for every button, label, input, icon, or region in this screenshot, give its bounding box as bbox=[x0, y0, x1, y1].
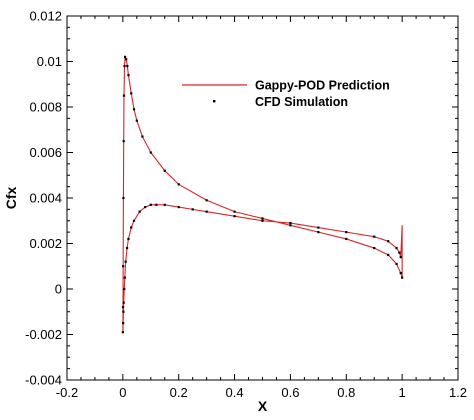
cfd-data-point bbox=[387, 240, 390, 243]
plot-border bbox=[66, 15, 459, 381]
x-tick-label: 0.6 bbox=[281, 385, 299, 400]
cfd-data-point bbox=[130, 92, 133, 95]
cfd-data-point bbox=[123, 64, 126, 68]
cfd-data-point bbox=[122, 140, 125, 143]
cfd-data-point bbox=[395, 262, 398, 266]
cfd-data-point bbox=[127, 237, 130, 241]
cfd-data-point bbox=[163, 169, 166, 172]
cfd-data-point bbox=[132, 219, 136, 222]
cfd-data-point bbox=[401, 276, 404, 279]
y-tick-label: 0.012 bbox=[29, 9, 62, 24]
x-tick-label: 0 bbox=[119, 385, 126, 400]
cfd-data-point bbox=[144, 206, 147, 209]
cfd-data-point bbox=[141, 135, 144, 138]
cfd-data-point bbox=[398, 251, 401, 254]
y-axis-title: Cfx bbox=[3, 187, 19, 210]
cfd-data-point bbox=[122, 94, 126, 97]
cfd-data-point bbox=[123, 55, 127, 59]
cfd-data-point bbox=[122, 301, 125, 304]
legend: Gappy-POD Prediction CFD Simulation bbox=[182, 79, 390, 109]
cfd-data-point bbox=[126, 64, 129, 68]
cfd-data-point bbox=[317, 226, 320, 229]
cfd-data-point bbox=[135, 119, 138, 122]
cfd-data-point bbox=[125, 58, 128, 61]
cfd-data-point bbox=[122, 322, 125, 325]
cfd-data-point bbox=[124, 260, 127, 263]
cfd-data-point bbox=[177, 183, 180, 186]
cfd-data-point bbox=[149, 151, 152, 154]
cfd-data-point bbox=[233, 215, 236, 218]
x-axis-title: X bbox=[258, 398, 268, 414]
cfd-data-point bbox=[395, 246, 398, 250]
cfd-data-point bbox=[177, 206, 180, 209]
y-tick-label: 0.006 bbox=[29, 145, 62, 160]
cfd-data-point bbox=[233, 210, 236, 213]
cfd-data-point bbox=[121, 331, 124, 334]
cfd-data-point bbox=[122, 196, 125, 200]
cfd-data-point bbox=[399, 256, 402, 259]
series-layer bbox=[121, 54, 404, 334]
y-tick-label: 0 bbox=[55, 282, 62, 297]
cfd-data-point bbox=[387, 253, 390, 256]
y-tick-label: 0.004 bbox=[29, 191, 62, 206]
cfd-data-point bbox=[373, 246, 376, 250]
cfd-data-point bbox=[123, 287, 126, 291]
x-axis-ticks: -0.2 0 0.2 0.4 0.6 0.8 1 1.2 bbox=[56, 16, 467, 400]
cfd-data-point bbox=[317, 231, 320, 234]
y-tick-label: 0.008 bbox=[29, 100, 62, 115]
cfd-data-point bbox=[373, 235, 376, 238]
cfd-data-point bbox=[261, 217, 264, 220]
cfd-data-point bbox=[289, 221, 292, 225]
x-tick-label: 1 bbox=[399, 385, 406, 400]
plot-frame bbox=[66, 15, 459, 381]
y-axis-ticks: -0.004 -0.002 0 0.002 0.004 0.006 0.008 0.01 0.0… bbox=[25, 9, 458, 388]
x-tick-label: -0.2 bbox=[56, 385, 78, 400]
cfd-data-point bbox=[122, 265, 125, 268]
cfd-data-point bbox=[138, 210, 141, 213]
cfd-data-point bbox=[261, 219, 264, 222]
legend-label-cfd: CFD Simulation bbox=[255, 95, 348, 109]
y-tick-label: -0.004 bbox=[25, 373, 62, 388]
cfd-data-point bbox=[205, 210, 208, 213]
x-tick-label: 1.2 bbox=[449, 385, 467, 400]
series-line-gappy-pod bbox=[122, 54, 403, 333]
cfd-data-point bbox=[399, 271, 402, 275]
cfd-data-point bbox=[122, 310, 125, 313]
cfd-data-point bbox=[132, 108, 136, 111]
x-tick-label: 0.8 bbox=[337, 385, 355, 400]
cfd-data-point bbox=[205, 199, 208, 202]
cfd-data-point bbox=[345, 237, 348, 241]
cfd-data-point bbox=[155, 203, 158, 206]
cfd-data-point bbox=[125, 246, 129, 250]
y-tick-label: -0.002 bbox=[25, 327, 62, 342]
x-tick-label: 0.2 bbox=[170, 385, 188, 400]
cfd-data-point bbox=[121, 306, 125, 309]
legend-marker-cfd bbox=[213, 100, 216, 103]
x-tick-label: 0.4 bbox=[226, 385, 244, 400]
cfd-data-point bbox=[123, 276, 126, 279]
y-tick-label: 0.01 bbox=[37, 54, 62, 69]
cfd-data-point bbox=[127, 74, 130, 77]
legend-label-gappy-pod: Gappy-POD Prediction bbox=[255, 79, 390, 93]
cfd-data-point bbox=[130, 226, 133, 229]
cfd-data-point bbox=[289, 224, 292, 227]
cfd-data-point bbox=[345, 231, 348, 234]
cfd-data-point bbox=[149, 203, 152, 206]
cfd-data-point bbox=[191, 208, 194, 211]
y-tick-label: 0.002 bbox=[29, 236, 62, 251]
cfd-data-point bbox=[163, 203, 166, 206]
